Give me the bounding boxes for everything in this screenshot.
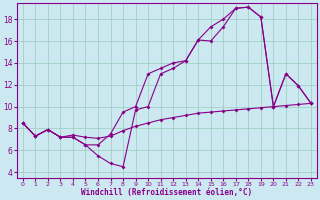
X-axis label: Windchill (Refroidissement éolien,°C): Windchill (Refroidissement éolien,°C): [81, 188, 252, 197]
